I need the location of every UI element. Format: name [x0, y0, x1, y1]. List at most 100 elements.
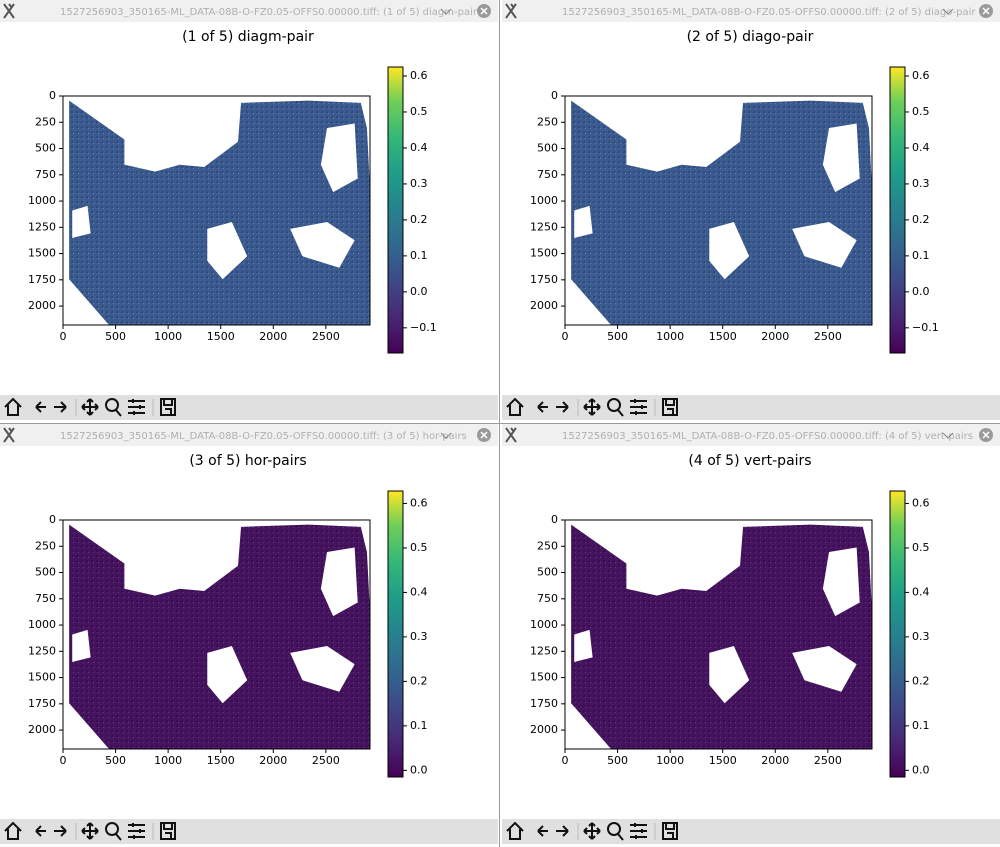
- save-button[interactable]: [160, 822, 176, 840]
- x-tick-label: 500: [607, 330, 628, 343]
- colorbar-tick-label: 0.1: [912, 249, 930, 262]
- back-button[interactable]: [537, 401, 548, 413]
- axes-frame: [62, 519, 371, 750]
- x-tick-label: 0: [60, 330, 67, 343]
- app-icon: [505, 3, 517, 19]
- colorbar-tick-label: 0.0: [410, 285, 428, 298]
- colorbar-tick-label: 0.3: [410, 177, 428, 190]
- colorbar-tick-label: 0.6: [410, 69, 428, 82]
- colorbar-tick-label: 0.4: [912, 585, 930, 598]
- image-gap: [822, 123, 860, 193]
- home-button[interactable]: [4, 397, 22, 416]
- y-tick-label: 0: [49, 513, 56, 526]
- x-tick-label: 0: [60, 754, 67, 767]
- image-gap: [69, 283, 106, 325]
- menu-arrow[interactable]: [942, 8, 954, 15]
- window-title: 1527256903_350165-ML_DATA-08B-O-FZ0.05-O…: [60, 7, 478, 18]
- forward-button[interactable]: [54, 401, 67, 413]
- forward-button[interactable]: [556, 401, 569, 413]
- colorbar-tick-label: 0.3: [912, 177, 930, 190]
- y-tick-label: 1000: [28, 618, 56, 631]
- menu-arrow[interactable]: [942, 432, 954, 439]
- x-tick-label: 1500: [709, 330, 737, 343]
- x-tick-label: 500: [105, 330, 126, 343]
- x-tick-label: 2000: [259, 754, 287, 767]
- close-x: [982, 7, 990, 15]
- colorbar-tick-label: 0.2: [912, 674, 930, 687]
- forward-button[interactable]: [54, 825, 67, 837]
- axes-frame: [564, 95, 873, 326]
- toolbar: [502, 395, 1000, 420]
- y-tick-label: 1250: [28, 220, 56, 233]
- colorbar: [387, 66, 404, 354]
- image-data: [571, 524, 872, 749]
- y-tick-label: 750: [35, 592, 56, 605]
- x-tick-label: 500: [607, 754, 628, 767]
- colorbar-tick-label: 0.5: [912, 541, 930, 554]
- image-gap: [207, 645, 248, 704]
- x-tick-label: 1000: [154, 754, 182, 767]
- pan-button[interactable]: [583, 822, 601, 840]
- zoom-button[interactable]: [105, 822, 122, 841]
- save-button[interactable]: [662, 398, 678, 416]
- forward-button[interactable]: [556, 825, 569, 837]
- image-gap: [72, 205, 91, 238]
- back-button[interactable]: [35, 401, 46, 413]
- zoom-button[interactable]: [607, 398, 624, 417]
- y-tick-label: 1250: [530, 644, 558, 657]
- x-tick-label: 2000: [761, 754, 789, 767]
- zoom-button[interactable]: [607, 822, 624, 841]
- configure-button[interactable]: [630, 823, 647, 839]
- y-tick-label: 1250: [530, 220, 558, 233]
- y-tick-label: 1000: [530, 618, 558, 631]
- image-data: [69, 524, 370, 749]
- y-tick-label: 500: [35, 142, 56, 155]
- title-bar: [502, 0, 1000, 22]
- configure-button[interactable]: [128, 823, 145, 839]
- home-button[interactable]: [506, 397, 524, 416]
- home-button[interactable]: [4, 821, 22, 840]
- image-gap: [69, 707, 106, 749]
- x-tick-label: 2000: [761, 330, 789, 343]
- menu-arrow[interactable]: [440, 432, 452, 439]
- y-tick-label: 1750: [28, 697, 56, 710]
- colorbar-tick-label: 0.5: [410, 541, 428, 554]
- toolbar: [0, 819, 498, 844]
- window: 1527256903_350165-ML_DATA-08B-O-FZ0.05-O…: [502, 0, 1000, 420]
- colorbar: [387, 490, 404, 778]
- x-tick-label: 0: [562, 330, 569, 343]
- configure-button[interactable]: [630, 399, 647, 415]
- menu-arrow[interactable]: [440, 8, 452, 15]
- title-bar: [0, 0, 498, 22]
- x-tick-label: 1000: [154, 330, 182, 343]
- toolbar: [0, 395, 498, 420]
- zoom-button[interactable]: [105, 398, 122, 417]
- colorbar-tick-label: 0.4: [410, 141, 428, 154]
- y-tick-label: 250: [35, 539, 56, 552]
- save-button[interactable]: [160, 398, 176, 416]
- colorbar-tick-label: 0.6: [912, 69, 930, 82]
- colorbar-tick-label: 0.0: [912, 763, 930, 776]
- image-gap: [207, 221, 248, 280]
- colorbar-tick-label: 0.2: [410, 213, 428, 226]
- back-button[interactable]: [35, 825, 46, 837]
- y-tick-label: 2000: [28, 299, 56, 312]
- y-tick-label: 750: [537, 168, 558, 181]
- colorbar: [889, 490, 906, 778]
- app-icon: [505, 427, 517, 443]
- window-title: 1527256903_350165-ML_DATA-08B-O-FZ0.05-O…: [562, 7, 976, 18]
- home-button[interactable]: [506, 821, 524, 840]
- back-button[interactable]: [537, 825, 548, 837]
- y-tick-label: 750: [537, 592, 558, 605]
- plot-title: (1 of 5) diagm-pair: [182, 29, 314, 45]
- pan-button[interactable]: [583, 398, 601, 416]
- image-gap: [320, 123, 358, 193]
- colorbar-tick-label: 0.6: [912, 496, 930, 509]
- pan-button[interactable]: [81, 822, 99, 840]
- plot-title: (2 of 5) diago-pair: [687, 29, 814, 45]
- save-button[interactable]: [662, 822, 678, 840]
- y-tick-label: 250: [537, 115, 558, 128]
- configure-button[interactable]: [128, 399, 145, 415]
- pan-button[interactable]: [81, 398, 99, 416]
